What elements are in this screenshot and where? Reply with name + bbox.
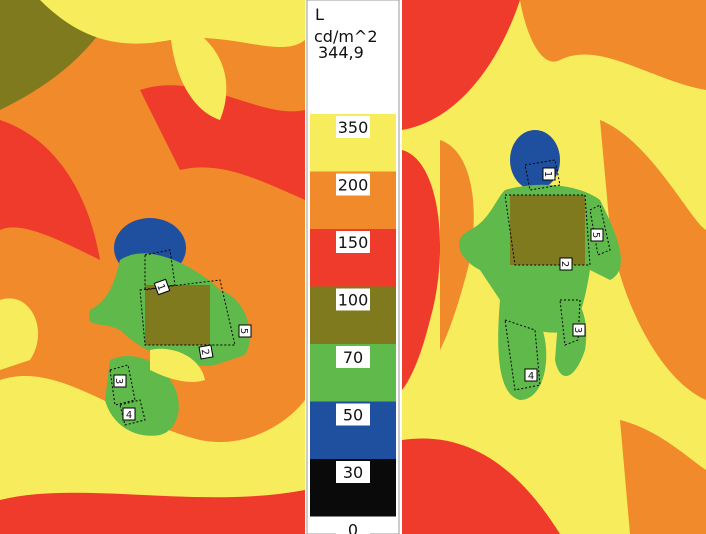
- scale-label-bg: [336, 288, 370, 311]
- legend-unit: cd/m^2: [314, 27, 378, 46]
- region-label-text: 5: [590, 232, 601, 238]
- scale-label-bg: [336, 116, 370, 138]
- region-label: 5: [590, 228, 604, 242]
- scale-label: 100: [338, 291, 369, 310]
- region-label-box: [590, 228, 604, 242]
- scale-label: 50: [343, 406, 363, 425]
- scale-label: 150: [338, 233, 369, 252]
- right-image: [402, 0, 706, 534]
- region-label: 2: [198, 344, 214, 360]
- region-label: 1: [153, 278, 171, 296]
- region-label-text: 4: [126, 410, 132, 421]
- legend-title: L: [315, 5, 324, 24]
- scale-label-bg: [336, 518, 370, 534]
- scale-label-bg: [336, 461, 370, 483]
- scale-label-bg: [336, 231, 370, 253]
- region-label-box: [153, 278, 171, 296]
- region-label-box: [572, 323, 586, 337]
- scale-label-bg: [336, 173, 370, 196]
- scale-label: 30: [343, 463, 363, 482]
- region-label-box: [198, 344, 214, 360]
- region-labels: 1 2 3 4 5 1 2 3 4 5: [113, 167, 604, 421]
- region-label: 3: [113, 374, 127, 388]
- region-label-text: 2: [199, 348, 211, 356]
- region-label: 5: [238, 324, 252, 338]
- region-label: 4: [122, 407, 136, 421]
- region-label-text: 5: [238, 328, 249, 334]
- left-image: [0, 0, 305, 534]
- color-scale: 350 200 150 100 70 50 30 0: [310, 114, 396, 534]
- scale-label: 200: [338, 176, 369, 195]
- region-label: 1: [542, 167, 556, 181]
- scale-label: 0: [348, 521, 358, 534]
- scale-label-bg: [336, 346, 370, 368]
- region-label-text: 2: [559, 261, 570, 267]
- scale-label: 70: [343, 348, 363, 367]
- region-label-text: 4: [528, 371, 534, 382]
- region-label-box: [542, 167, 556, 181]
- region-label-box: [113, 374, 127, 388]
- region-label-text: 1: [542, 171, 553, 177]
- scale-label-bg: [336, 403, 370, 426]
- region-label-box: [559, 257, 573, 271]
- region-label-text: 3: [572, 327, 583, 333]
- region-label-text: 1: [154, 283, 167, 293]
- region-label: 3: [572, 323, 586, 337]
- region-label-text: 3: [113, 378, 124, 384]
- scale-label: 350: [338, 118, 369, 137]
- region-label-box: [122, 407, 136, 421]
- region-label: 4: [524, 368, 538, 382]
- region-label-box: [524, 368, 538, 382]
- legend-max: 344,9: [318, 43, 364, 62]
- region-label-box: [238, 324, 252, 338]
- region-label: 2: [559, 257, 573, 271]
